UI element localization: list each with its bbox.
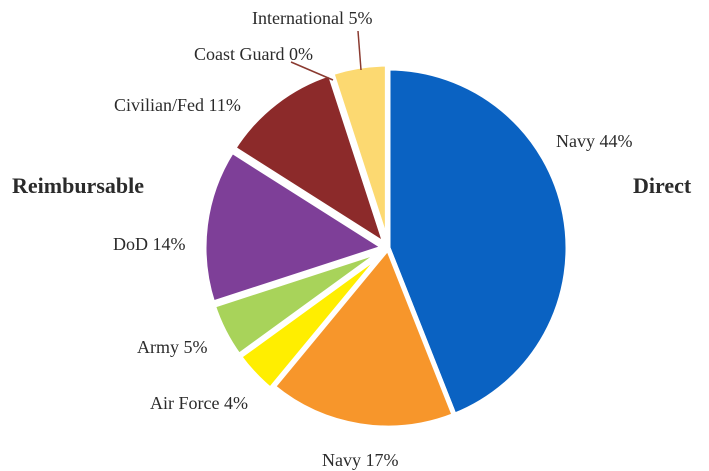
slice-international-5-leader-line [357,30,362,71]
slice-air-force-4-label: Air Force 4% [150,393,248,413]
slice-coast-guard-0-leader-line [290,61,334,81]
slice-labels: Navy 44% Navy 17% Air Force 4% Army 5% DoD 1… [113,8,632,470]
slice-international-5 [329,61,390,247]
leader-lines [290,30,362,81]
slice-navy-44-label: Navy 44% [556,131,632,151]
slice-coast-guard-0-label: Coast Guard 0% [194,44,313,64]
slice-army-5-label: Army 5% [137,337,208,357]
group-label-reimbursable: Reimbursable [12,173,144,198]
slice-dod-14 [201,148,387,306]
slice-navy-17-label: Navy 17% [322,450,398,470]
slice-navy-17 [270,245,457,431]
slice-international-5-label: International 5% [252,8,372,28]
slice-civilian-fed-11-label: Civilian/Fed 11% [114,95,241,115]
pie-slices [201,61,571,431]
slice-navy-44 [385,65,571,418]
slice-dod-14-label: DoD 14% [113,234,186,254]
group-label-direct: Direct [633,173,692,198]
